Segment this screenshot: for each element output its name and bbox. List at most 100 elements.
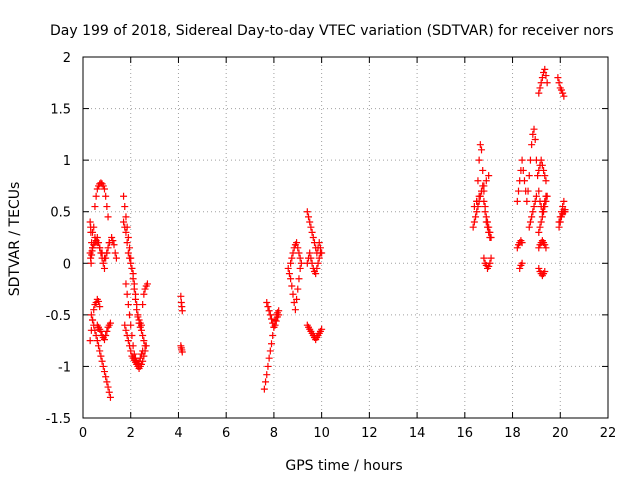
data-point xyxy=(139,357,147,365)
data-point xyxy=(143,280,151,288)
data-point xyxy=(103,203,111,211)
data-point xyxy=(95,297,103,305)
data-point xyxy=(478,146,486,154)
data-point xyxy=(124,301,132,309)
data-point xyxy=(122,326,130,334)
x-tick-label: 12 xyxy=(361,426,378,441)
data-point xyxy=(518,259,526,267)
data-point xyxy=(538,74,546,82)
data-point xyxy=(294,244,302,252)
data-point xyxy=(126,311,134,319)
data-point xyxy=(260,385,268,393)
data-point xyxy=(541,65,549,73)
data-point xyxy=(543,192,551,200)
data-point xyxy=(104,213,112,221)
data-point xyxy=(265,354,273,362)
data-point xyxy=(535,244,543,252)
y-axis-label: SDTVAR / TECUs xyxy=(7,182,23,297)
data-point xyxy=(132,290,139,298)
data-point xyxy=(96,303,104,311)
data-point xyxy=(513,197,521,205)
series-cluster-1.8h xyxy=(120,192,151,372)
data-point xyxy=(312,270,320,278)
data-point xyxy=(100,254,108,262)
x-tick-label: 8 xyxy=(270,426,278,441)
x-tick-label: 10 xyxy=(313,426,330,441)
series-cluster-9.4h xyxy=(303,208,326,344)
data-point xyxy=(485,228,493,236)
x-tick-label: 22 xyxy=(600,426,617,441)
y-tick-label: 1 xyxy=(63,154,71,169)
y-tick-label: 2 xyxy=(63,51,71,66)
data-point xyxy=(469,223,477,231)
data-point xyxy=(315,254,323,262)
data-point xyxy=(103,327,111,335)
data-point xyxy=(86,337,94,345)
series-cluster-20h xyxy=(554,74,569,231)
data-point xyxy=(538,161,546,169)
data-point xyxy=(106,319,114,327)
data-point xyxy=(530,125,538,133)
data-point xyxy=(529,130,537,138)
data-point xyxy=(123,290,131,298)
data-point xyxy=(105,388,113,396)
data-point xyxy=(289,290,297,298)
data-point xyxy=(126,342,134,350)
data-point xyxy=(303,208,311,216)
data-point xyxy=(470,218,478,226)
data-point xyxy=(89,316,97,324)
data-point xyxy=(100,368,108,376)
data-point xyxy=(97,352,105,360)
grid xyxy=(83,57,608,418)
data-point xyxy=(127,321,135,329)
data-point xyxy=(126,244,134,252)
data-point xyxy=(561,206,569,214)
data-point xyxy=(284,264,292,272)
data-point xyxy=(542,197,550,205)
data-point xyxy=(289,249,297,257)
data-point xyxy=(528,213,536,221)
data-point xyxy=(123,239,131,247)
data-point xyxy=(264,303,272,311)
data-point xyxy=(100,264,108,272)
data-point xyxy=(262,378,270,386)
data-point xyxy=(100,185,108,193)
data-point xyxy=(482,218,490,226)
data-point xyxy=(137,321,145,329)
chart-title: Day 199 of 2018, Sidereal Day-to-day VTE… xyxy=(50,23,614,39)
data-point xyxy=(542,72,550,80)
data-point xyxy=(265,307,273,315)
data-point xyxy=(540,166,548,174)
data-point xyxy=(555,79,563,87)
data-point xyxy=(139,301,147,309)
data-point xyxy=(130,280,138,288)
axes: 0 2 4 6 8 10 12 14 16 18 20 22 -1.5 -1 -0.5 0 0.5 1 1.5 2 xyxy=(46,51,617,441)
data-point xyxy=(93,337,101,345)
data-point xyxy=(560,92,568,100)
data-point xyxy=(123,331,131,339)
data-point xyxy=(111,249,119,257)
data-point xyxy=(128,264,136,272)
x-tick-label: 20 xyxy=(552,426,569,441)
data-point xyxy=(485,172,493,180)
data-point xyxy=(541,172,549,180)
data-point xyxy=(293,295,301,303)
data-point xyxy=(106,393,114,401)
data-point xyxy=(112,254,120,262)
data-point xyxy=(486,259,494,267)
y-tick-label: 0.5 xyxy=(50,206,71,221)
data-point xyxy=(535,264,543,272)
data-point xyxy=(178,307,186,315)
data-point xyxy=(487,254,495,262)
data-point xyxy=(291,306,299,314)
data-point xyxy=(307,223,315,231)
data-point xyxy=(99,182,107,190)
data-point xyxy=(91,326,99,334)
data-point xyxy=(268,315,276,323)
data-point xyxy=(309,234,317,241)
series-cluster-18.3h xyxy=(513,125,550,272)
data-point xyxy=(475,156,483,164)
data-point xyxy=(537,79,545,87)
x-tick-label: 18 xyxy=(504,426,521,441)
x-tick-label: 14 xyxy=(409,426,426,441)
